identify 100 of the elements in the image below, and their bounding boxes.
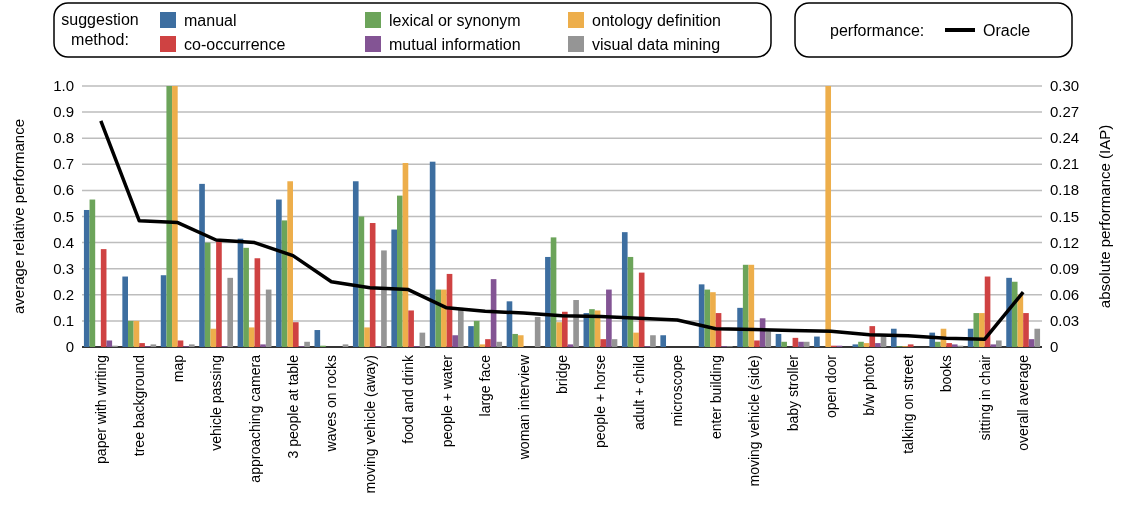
bar <box>276 199 282 347</box>
x-tick-label: tree background <box>131 355 148 457</box>
bar <box>304 341 310 347</box>
bar <box>562 311 568 347</box>
y-tick-label: 0.7 <box>53 155 74 173</box>
bar <box>946 343 952 347</box>
x-tick-label: sitting in chair <box>976 354 993 441</box>
bar <box>606 289 612 347</box>
bar <box>473 320 480 347</box>
bar <box>177 340 184 347</box>
bar <box>287 181 293 347</box>
bar <box>216 241 222 347</box>
bar <box>127 320 134 347</box>
legend-label: mutual information <box>389 36 521 53</box>
x-tick-label: enter building <box>707 355 724 440</box>
bar <box>858 341 864 347</box>
bar <box>1028 339 1035 347</box>
x-tick-label: paper with writing <box>92 355 109 464</box>
legend-label: co-occurrence <box>184 36 286 53</box>
bar <box>710 292 716 347</box>
bar <box>567 344 574 347</box>
y-tick-label: 0.4 <box>53 233 74 251</box>
y2-tick-label: 0.06 <box>1050 285 1080 303</box>
bar <box>852 344 859 347</box>
y-tick-label: 1.0 <box>53 77 74 94</box>
bar <box>935 341 941 347</box>
bar <box>342 344 349 347</box>
bar <box>260 344 266 347</box>
bar <box>765 331 772 347</box>
y-tick-label: 0 <box>65 338 74 355</box>
x-tick-label: woman interview <box>515 354 532 461</box>
y-tick-label: 0.8 <box>53 129 74 147</box>
x-tick-label: b/w photo <box>861 354 878 416</box>
bar <box>248 327 255 347</box>
bar <box>381 250 387 347</box>
x-tick-label: waves on rocks <box>323 355 340 453</box>
x-tick-label: 3 people at table <box>284 354 301 459</box>
y2-tick-label: 0.12 <box>1050 233 1080 251</box>
bar <box>210 328 217 347</box>
bar <box>150 344 157 347</box>
x-tick-label: food and drink <box>400 354 417 444</box>
y2-tick-label: 0.27 <box>1050 103 1080 121</box>
x-tick-label: map <box>169 354 186 383</box>
x-tick-label: adult + child <box>630 355 647 431</box>
bar <box>83 209 90 347</box>
bar <box>243 247 249 347</box>
y-tick-label: 0.1 <box>53 311 74 329</box>
bar <box>452 335 458 347</box>
bar <box>996 340 1002 347</box>
y2-tick-label: 0.21 <box>1050 155 1080 173</box>
x-tick-label: bridge <box>554 354 570 394</box>
bar <box>814 336 820 347</box>
line-series <box>99 119 1025 341</box>
x-tick-label: moving vehicle (away) <box>361 355 378 494</box>
y2-tick-label: 0 <box>1050 338 1059 355</box>
bar <box>292 322 299 347</box>
bar <box>1011 281 1018 347</box>
bar <box>166 86 173 347</box>
bar <box>621 232 628 347</box>
bar <box>441 289 447 347</box>
y-tick-label: 0.9 <box>53 103 74 121</box>
x-tick-label: moving vehicle (side) <box>746 355 763 487</box>
bar <box>545 256 551 347</box>
bar <box>951 344 958 347</box>
bar <box>106 340 113 347</box>
y2-tick-label: 0.24 <box>1050 129 1080 147</box>
bar <box>479 344 486 347</box>
bar <box>781 341 787 347</box>
bar <box>352 181 359 347</box>
bar <box>496 341 503 347</box>
x-tick-label: vehicle passing <box>208 355 225 451</box>
legend-label: lexical or synonym <box>389 12 521 29</box>
bar <box>512 333 518 347</box>
bar <box>990 344 997 347</box>
x-tick-label: talking on street <box>899 354 916 454</box>
y-tick-label: 0.2 <box>53 285 74 303</box>
bar <box>408 310 414 347</box>
y2-tick-label: 0.15 <box>1050 207 1080 225</box>
bar <box>227 277 234 347</box>
bar <box>172 86 178 347</box>
x-tick-label: people + horse <box>592 354 609 449</box>
bar <box>611 339 618 347</box>
bar <box>556 322 562 347</box>
bar <box>600 339 607 347</box>
bar <box>704 289 711 347</box>
bar <box>468 326 474 347</box>
y2-axis-title: absolute performance (IAP) <box>1096 124 1113 309</box>
y-tick-label: 0.6 <box>53 181 74 199</box>
bar <box>573 300 579 347</box>
bar <box>875 343 881 347</box>
legend-title: suggestion method: <box>61 11 139 48</box>
bar <box>391 229 397 347</box>
bar <box>633 332 639 347</box>
bar <box>122 276 128 347</box>
bar <box>485 339 491 347</box>
bar <box>907 344 914 347</box>
legend-label: ontology definition <box>592 12 721 29</box>
y-tick-label: 0.5 <box>53 207 74 225</box>
bar <box>435 289 442 347</box>
x-tick-label: open door <box>823 354 840 419</box>
